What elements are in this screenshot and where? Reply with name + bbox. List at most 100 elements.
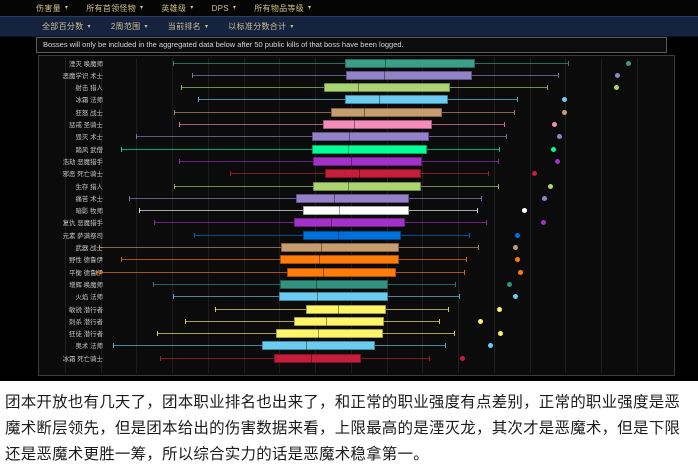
spec-label[interactable]: 惩戒 圣骑士 [69,122,103,129]
iqr-box[interactable] [323,120,432,129]
max-outlier-dot[interactable] [515,257,520,263]
whisker-line [121,148,499,150]
spec-label[interactable]: 踏风 武僧 [75,146,103,154]
spec-label[interactable]: 武器 战士 [75,245,103,252]
spec-label[interactable]: 平衡 德鲁伊 [69,269,103,277]
max-outlier-dot[interactable] [626,60,631,66]
whisker-max-cap [506,134,507,140]
spec-label[interactable]: 射击 猎人 [75,85,103,92]
iqr-box[interactable] [280,255,399,265]
max-outlier-dot[interactable] [552,122,557,127]
iqr-box[interactable] [331,107,442,117]
max-outlier-dot[interactable] [513,294,518,300]
max-outlier-dot[interactable] [518,269,523,275]
whisker-max-cap [464,269,465,275]
max-outlier-dot[interactable] [488,343,493,349]
menu-heroic[interactable]: 英雄级 ▾ [161,3,193,14]
gridline [637,58,638,373]
iqr-box[interactable] [312,144,427,154]
iqr-box[interactable] [303,230,401,240]
median-line [317,292,318,302]
iqr-box[interactable] [274,353,361,363]
iqr-box[interactable] [296,193,409,203]
iqr-box[interactable] [276,329,383,339]
spec-label[interactable]: 暗影 牧师 [75,208,103,215]
spec-label[interactable]: 湮灭 唤魔师 [69,60,103,68]
spec-label[interactable]: 刺杀 潜行者 [69,319,103,326]
max-outlier-dot[interactable] [542,195,547,201]
iqr-box[interactable] [279,292,388,302]
iqr-box[interactable] [281,243,399,252]
spec-label[interactable]: 狂徒 潜行者 [69,331,103,338]
menu-current-rankings[interactable]: 当前排名 ▾ [168,21,209,32]
iqr-box[interactable] [287,267,396,277]
whisker-max-cap [514,109,515,115]
menu-all-item-levels[interactable]: 所有物品等级 ▾ [254,3,311,14]
spec-label[interactable]: 复仇 恶魔猎手 [62,220,103,228]
iqr-box[interactable] [324,83,450,93]
spec-label[interactable]: 冰霜 法师 [75,97,103,105]
whisker-max-cap [455,281,456,287]
max-outlier-dot[interactable] [522,208,527,214]
median-line [354,120,355,129]
max-outlier-dot[interactable] [548,183,553,189]
gridline [494,58,495,373]
iqr-box[interactable] [262,341,375,351]
spec-label[interactable]: 冰霜 死亡骑士 [62,355,103,363]
max-outlier-dot[interactable] [614,85,619,91]
spec-label[interactable]: 元素 萨满祭司 [62,232,103,240]
spec-label[interactable]: 狂怒 战士 [75,109,103,117]
iqr-box[interactable] [280,279,388,289]
menu-damage-done[interactable]: 伤害量 ▾ [36,3,68,14]
max-outlier-dot[interactable] [507,281,512,287]
spec-label[interactable]: 邪恶 死亡骑士 [62,171,103,178]
max-outlier-dot[interactable] [498,331,503,337]
spec-label[interactable]: 奥术 法师 [75,343,103,351]
iqr-box[interactable] [345,58,475,68]
whisker-min-cap [215,306,216,312]
spec-label[interactable]: 敏锐 潜行者 [69,306,103,314]
whisker-min-cap [174,109,175,115]
iqr-box[interactable] [325,169,421,179]
spec-label[interactable]: 野性 德鲁伊 [69,257,103,264]
iqr-box[interactable] [346,70,472,80]
max-outlier-dot[interactable] [513,245,518,250]
max-outlier-dot[interactable] [515,232,520,238]
spec-label[interactable]: 生存 猎人 [75,183,103,191]
max-outlier-dot[interactable] [497,306,502,312]
whisker-max-cap [486,220,487,226]
iqr-box[interactable] [294,316,384,326]
menu-2-week-range[interactable]: 2周范围 ▾ [111,21,148,32]
max-outlier-dot[interactable] [478,318,483,324]
menu-all-percentiles[interactable]: 全部百分数 ▾ [42,21,91,32]
max-outlier-dot[interactable] [562,97,567,103]
max-outlier-dot[interactable] [562,109,567,115]
max-outlier-dot[interactable] [615,72,620,78]
max-outlier-dot[interactable] [551,146,556,152]
iqr-box[interactable] [345,95,448,105]
max-outlier-dot[interactable] [557,134,562,140]
max-outlier-dot[interactable] [532,171,537,177]
spec-label[interactable]: 痛苦 术士 [75,196,103,203]
iqr-box[interactable] [306,304,386,314]
menu-all-bosses[interactable]: 所有首领怪物 ▾ [86,3,143,14]
boxplot-row: 奥术 法师 [39,340,674,352]
menu-aggregate-zscore[interactable]: 以标准分数合计 ▾ [228,21,293,32]
max-outlier-dot[interactable] [555,158,560,164]
spec-label[interactable]: 火焰 法师 [75,294,103,301]
spec-label[interactable]: 浩劫 恶魔猎手 [62,159,103,166]
spec-label[interactable]: 毁灭 术士 [75,134,103,141]
iqr-box[interactable] [313,156,422,166]
menu-metric-dps[interactable]: DPS ▾ [212,4,237,13]
max-outlier-dot[interactable] [460,355,465,361]
gridline [279,58,280,373]
iqr-box[interactable] [303,206,409,216]
iqr-box[interactable] [294,218,405,228]
whisker-min-cap [154,220,155,226]
spec-label[interactable]: 恶魔学识 术士 [62,73,103,80]
iqr-box[interactable] [312,132,429,142]
iqr-box[interactable] [313,181,421,191]
whisker-max-cap [499,146,500,152]
max-outlier-dot[interactable] [541,220,546,226]
spec-label[interactable]: 增辉 唤魔师 [69,282,103,289]
